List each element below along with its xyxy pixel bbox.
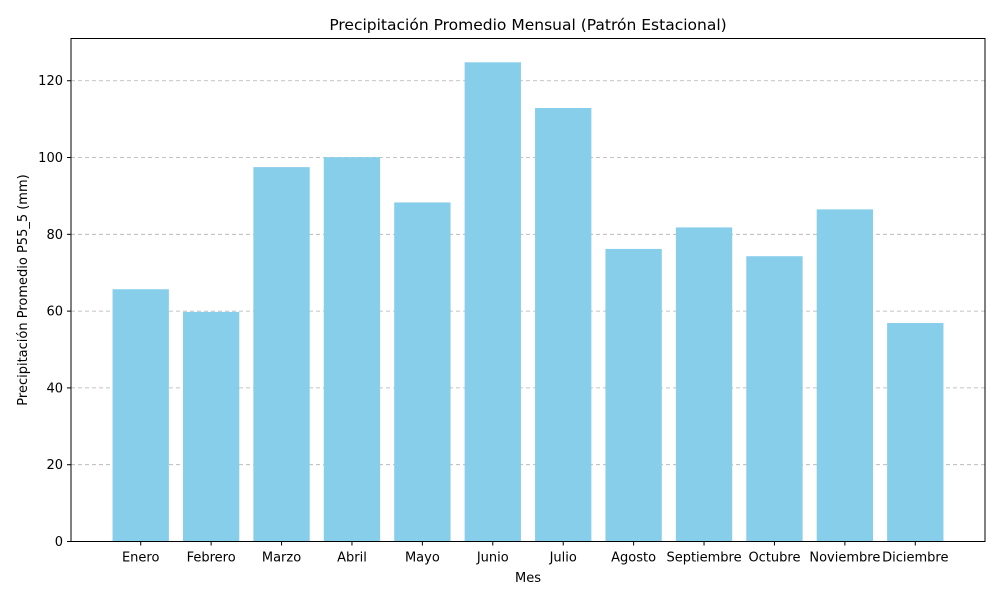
x-tick-label: Enero xyxy=(122,551,160,566)
bar-octubre xyxy=(746,256,803,542)
x-tick-label: Febrero xyxy=(187,551,236,566)
y-tick-label: 40 xyxy=(46,381,63,396)
bar-mayo xyxy=(394,202,451,542)
y-tick-label: 60 xyxy=(46,305,63,320)
bar-noviembre xyxy=(816,209,874,542)
y-axis-label: Precipitación Promedio P55_5 (mm) xyxy=(16,174,31,405)
y-axis-ticks: 0 20 40 60 80 100 120 xyxy=(38,74,71,550)
bar-septiembre xyxy=(675,227,733,542)
y-tick-label: 0 xyxy=(55,535,63,550)
bar-febrero xyxy=(182,311,240,542)
x-tick-label: Agosto xyxy=(611,551,656,566)
x-tick-label: Julio xyxy=(549,551,577,566)
bar-enero xyxy=(112,289,169,542)
x-tick-label: Marzo xyxy=(262,551,301,566)
x-tick-label: Septiembre xyxy=(666,551,741,566)
y-tick-label: 80 xyxy=(46,228,63,243)
bar-diciembre xyxy=(887,323,944,542)
x-axis-ticks: Enero Febrero Marzo Abril Mayo Junio Julio Agos… xyxy=(122,541,948,566)
bars xyxy=(112,62,944,542)
y-tick-label: 100 xyxy=(38,151,63,166)
x-tick-label: Abril xyxy=(337,551,367,566)
x-tick-label: Octubre xyxy=(748,551,800,566)
bar-julio xyxy=(535,107,592,542)
y-tick-label: 20 xyxy=(46,458,63,473)
plot-frame xyxy=(70,38,986,542)
x-tick-label: Junio xyxy=(476,551,509,566)
bar-junio xyxy=(464,62,521,542)
bar-abril xyxy=(323,157,381,542)
y-tick-label: 120 xyxy=(38,74,63,89)
x-tick-label: Diciembre xyxy=(882,551,948,566)
x-axis-label: Mes xyxy=(515,571,541,586)
bar-agosto xyxy=(605,248,662,542)
chart-title: Precipitación Promedio Mensual (Patrón E… xyxy=(329,16,726,34)
gridlines xyxy=(71,80,985,466)
x-tick-label: Noviembre xyxy=(809,551,880,566)
x-tick-label: Mayo xyxy=(405,551,440,566)
bar-marzo xyxy=(253,167,310,542)
